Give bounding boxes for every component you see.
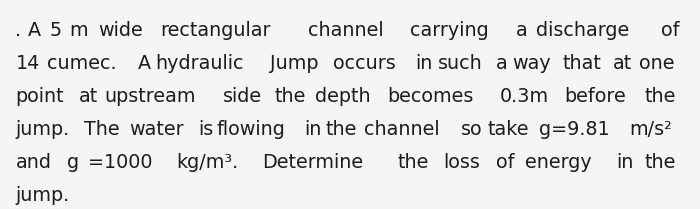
Text: rectangular: rectangular	[160, 21, 271, 40]
Text: g=9.81: g=9.81	[540, 120, 610, 139]
Text: in: in	[617, 153, 634, 172]
Text: a: a	[516, 21, 528, 40]
Text: 14: 14	[15, 54, 40, 73]
Text: =1000: =1000	[88, 153, 153, 172]
Text: discharge: discharge	[536, 21, 629, 40]
Text: Jump: Jump	[270, 54, 318, 73]
Text: cumec.: cumec.	[48, 54, 117, 73]
Text: point: point	[15, 87, 64, 106]
Text: 5: 5	[50, 21, 62, 40]
Text: so: so	[461, 120, 482, 139]
Text: is: is	[198, 120, 214, 139]
Text: way: way	[512, 54, 551, 73]
Text: channel: channel	[308, 21, 384, 40]
Text: carrying: carrying	[410, 21, 489, 40]
Text: one: one	[639, 54, 674, 73]
Text: loss: loss	[443, 153, 480, 172]
Text: jump.: jump.	[15, 186, 70, 205]
Text: Determine: Determine	[262, 153, 363, 172]
Text: The: The	[84, 120, 120, 139]
Text: of: of	[496, 153, 514, 172]
Text: jump.: jump.	[15, 120, 70, 139]
Text: such: such	[438, 54, 483, 73]
Text: 0.3m: 0.3m	[500, 87, 549, 106]
Text: and: and	[15, 153, 51, 172]
Text: A: A	[28, 21, 41, 40]
Text: that: that	[563, 54, 601, 73]
Text: g: g	[67, 153, 79, 172]
Text: the: the	[274, 87, 305, 106]
Text: .: .	[15, 21, 22, 40]
Text: the: the	[325, 120, 356, 139]
Text: m: m	[69, 21, 88, 40]
Text: becomes: becomes	[388, 87, 474, 106]
Text: at: at	[613, 54, 633, 73]
Text: water: water	[129, 120, 183, 139]
Text: a: a	[496, 54, 508, 73]
Text: energy: energy	[525, 153, 592, 172]
Text: wide: wide	[98, 21, 143, 40]
Text: in: in	[304, 120, 321, 139]
Text: channel: channel	[364, 120, 440, 139]
Text: hydraulic: hydraulic	[155, 54, 244, 73]
Text: the: the	[398, 153, 429, 172]
Text: m/s²: m/s²	[629, 120, 672, 139]
Text: kg/m³.: kg/m³.	[176, 153, 239, 172]
Text: occurs: occurs	[333, 54, 396, 73]
Text: side: side	[223, 87, 262, 106]
Text: A: A	[138, 54, 151, 73]
Text: before: before	[564, 87, 626, 106]
Text: of: of	[661, 21, 679, 40]
Text: in: in	[415, 54, 433, 73]
Text: depth: depth	[315, 87, 371, 106]
Text: flowing: flowing	[216, 120, 285, 139]
Text: take: take	[487, 120, 528, 139]
Text: the: the	[644, 153, 676, 172]
Text: at: at	[79, 87, 98, 106]
Text: the: the	[644, 87, 676, 106]
Text: upstream: upstream	[104, 87, 196, 106]
